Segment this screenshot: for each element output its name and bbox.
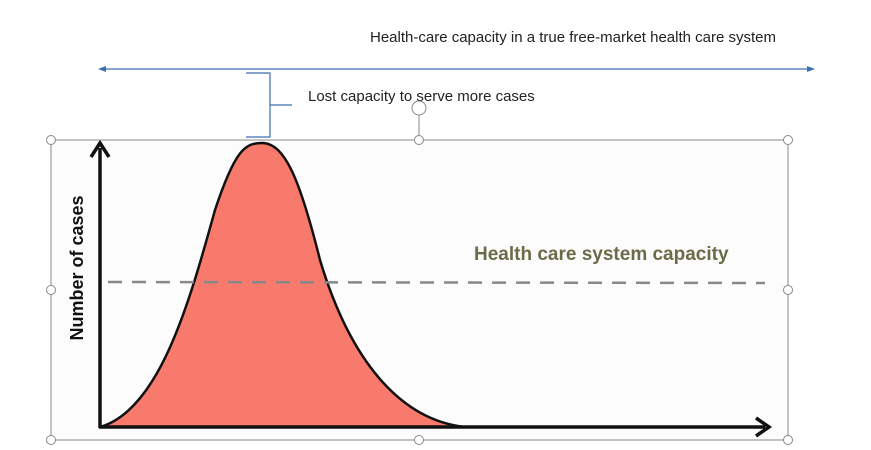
arrow-head-right bbox=[807, 66, 815, 72]
resize-handle[interactable] bbox=[783, 435, 793, 445]
capacity-line bbox=[107, 280, 766, 285]
resize-handle[interactable] bbox=[783, 285, 793, 295]
selection-frame bbox=[46, 100, 793, 445]
resize-handle[interactable] bbox=[46, 135, 56, 145]
resize-handle[interactable] bbox=[414, 435, 424, 445]
capacity-label: Health care system capacity bbox=[474, 244, 729, 265]
arrow-head-left bbox=[98, 66, 106, 72]
resize-handle[interactable] bbox=[783, 135, 793, 145]
image[interactable]: Health care system capacity Number of ca… bbox=[51, 139, 788, 440]
rotate-handle[interactable] bbox=[411, 100, 427, 116]
resize-handle[interactable] bbox=[46, 285, 56, 295]
y-axis-head bbox=[89, 139, 111, 158]
y-axis-label: Number of cases bbox=[67, 195, 87, 340]
x-axis-head bbox=[755, 416, 773, 438]
epidemic-curve bbox=[99, 141, 466, 429]
resize-handle[interactable] bbox=[46, 435, 56, 445]
bracket-label: Lost capacity to serve more cases bbox=[308, 88, 535, 105]
top-label: Health-care capacity in a true free-mark… bbox=[370, 29, 776, 46]
resize-handle[interactable] bbox=[414, 135, 424, 145]
bracket bbox=[246, 72, 271, 138]
